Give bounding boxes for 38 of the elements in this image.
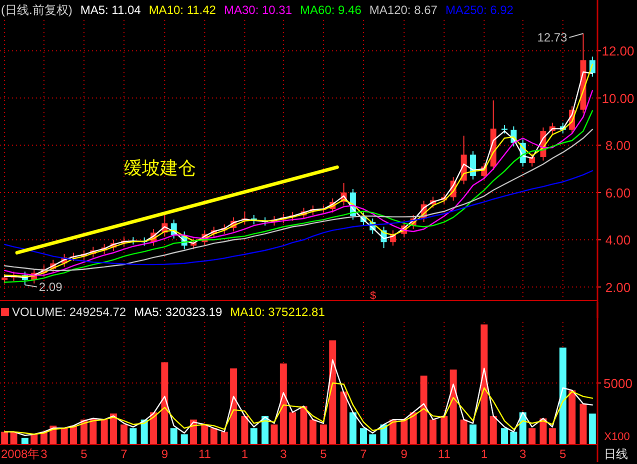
x-tick-label: 1 xyxy=(480,447,488,461)
chart-title: (日线.前复权) xyxy=(1,3,72,17)
x-tick-label: 7 xyxy=(120,447,128,461)
x-tick-label: 9 xyxy=(400,447,408,461)
y-tick-label: 6.00 xyxy=(605,185,631,200)
annotation: 12.73 xyxy=(537,30,568,44)
text: MA30: 10.31 xyxy=(224,3,292,17)
text: MA120: 8.67 xyxy=(369,3,438,17)
text: MA60: 9.46 xyxy=(300,3,362,17)
annotation: 缓坡建仓 xyxy=(124,158,196,178)
text: 日线 xyxy=(604,447,628,461)
y-tick-label: 12.00 xyxy=(602,44,634,59)
x-tick-label: 3 xyxy=(280,447,288,461)
y-tick-label: 8.00 xyxy=(605,138,631,154)
x-tick-label: 11 xyxy=(438,447,451,461)
text: MA250: 6.92 xyxy=(445,3,514,17)
x-tick-label: 3 xyxy=(40,447,48,461)
x-tick-label: 5 xyxy=(320,447,328,461)
text: MA5: 320323.19 xyxy=(134,305,222,319)
x-tick-label: 5 xyxy=(80,447,88,461)
y-tick-label: 10.00 xyxy=(602,90,634,106)
y-tick-label: 2.00 xyxy=(605,280,631,296)
x-tick-label: 2008年 xyxy=(1,447,40,461)
y-tick-label: 4.00 xyxy=(605,232,631,248)
text: MA10: 11.42 xyxy=(148,3,216,17)
text: MA5: 11.04 xyxy=(80,3,142,17)
x-tick-label: 3 xyxy=(520,447,527,461)
text: X100 xyxy=(604,431,630,443)
text: MA10: 375212.81 xyxy=(230,305,326,319)
x-tick-label: 7 xyxy=(360,447,368,461)
x-tick-label: 11 xyxy=(198,447,212,461)
y-tick-label: 5000 xyxy=(604,376,632,391)
x-tick-label: 5 xyxy=(560,447,567,461)
annotation: 2.09 xyxy=(38,280,63,294)
legend-label: VOLUME: 249254.72 xyxy=(12,305,126,319)
x-tick-label: 9 xyxy=(161,447,168,461)
annotation: $ xyxy=(370,290,376,302)
x-tick-label: 1 xyxy=(241,447,248,461)
